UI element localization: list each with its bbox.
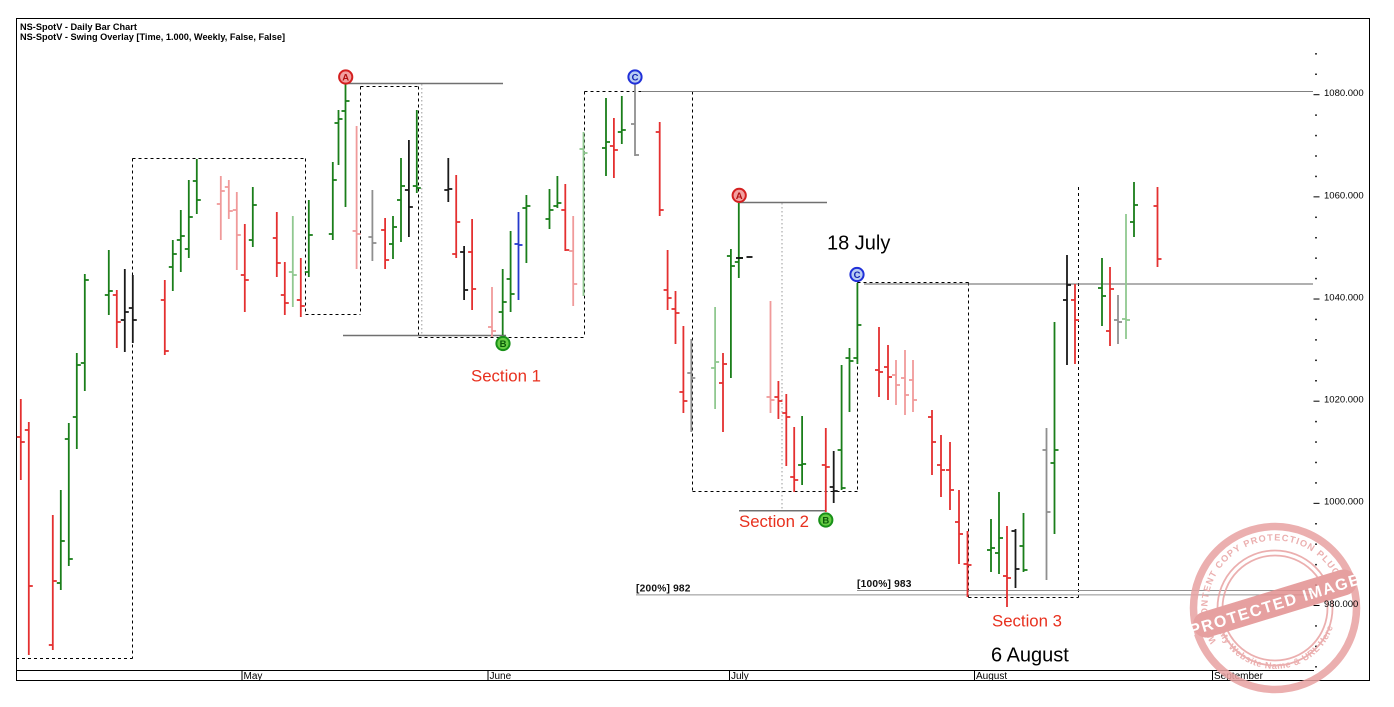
svg-text:B: B xyxy=(822,515,829,526)
svg-text:1040.000: 1040.000 xyxy=(1324,292,1364,303)
svg-text:1080.000: 1080.000 xyxy=(1324,88,1364,99)
svg-text:C: C xyxy=(632,72,639,83)
svg-text:[100%] 983: [100%] 983 xyxy=(857,579,912,590)
svg-text:Section 2: Section 2 xyxy=(739,512,809,531)
svg-text:980.000: 980.000 xyxy=(1324,599,1358,610)
svg-text:[200%] 982: [200%] 982 xyxy=(636,584,691,595)
svg-text:NS-SpotV - Daily Bar Chart: NS-SpotV - Daily Bar Chart xyxy=(20,22,137,32)
svg-text:A: A xyxy=(736,191,743,202)
svg-text:1020.000: 1020.000 xyxy=(1324,395,1364,406)
svg-text:June: June xyxy=(490,671,512,682)
svg-text:Section 3: Section 3 xyxy=(992,612,1062,631)
svg-text:B: B xyxy=(500,339,507,350)
svg-text:1060.000: 1060.000 xyxy=(1324,190,1364,201)
svg-text:A: A xyxy=(342,72,349,83)
svg-text:6 August: 6 August xyxy=(991,645,1069,667)
svg-text:Section 1: Section 1 xyxy=(471,367,541,386)
svg-text:July: July xyxy=(731,671,749,682)
svg-text:May: May xyxy=(244,671,263,682)
svg-text:18 July: 18 July xyxy=(827,233,890,255)
svg-text:September: September xyxy=(1214,671,1264,682)
svg-text:1000.000: 1000.000 xyxy=(1324,497,1364,508)
svg-text:NS-SpotV - Swing Overlay [Time: NS-SpotV - Swing Overlay [Time, 1.000, W… xyxy=(20,32,285,42)
svg-text:C: C xyxy=(854,270,861,281)
svg-text:August: August xyxy=(976,671,1007,682)
